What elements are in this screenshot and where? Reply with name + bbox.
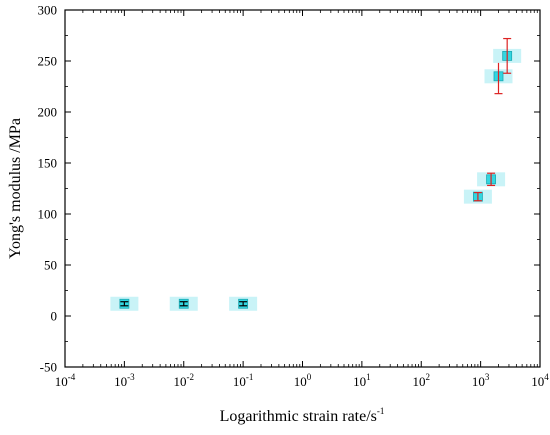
x-tick-label: 10-1 xyxy=(233,372,254,389)
data-point xyxy=(484,58,513,95)
x-tick-label: 102 xyxy=(413,372,431,389)
x-tick-label-exponent: 2 xyxy=(426,372,431,382)
x-tick-label-exponent: 3 xyxy=(485,372,490,382)
data-layer xyxy=(110,37,522,311)
y-tick-label: 100 xyxy=(38,207,58,222)
x-tick-label-base: 10 xyxy=(472,374,485,389)
x-axis-title-exponent: -1 xyxy=(377,406,385,416)
x-tick-label-base: 10 xyxy=(174,374,187,389)
x-tick-label-exponent: 4 xyxy=(544,372,549,382)
data-point xyxy=(493,37,522,74)
x-tick-label-base: 10 xyxy=(413,374,426,389)
x-tick-label: 10-3 xyxy=(114,372,135,389)
x-tick-label-base: 10 xyxy=(353,374,366,389)
x-tick-label: 10-2 xyxy=(174,372,195,389)
y-tick-label: 300 xyxy=(38,3,58,18)
x-axis-title: Logarithmic strain rate/s-1 xyxy=(220,406,385,425)
x-tick-label-base: 10 xyxy=(55,374,68,389)
x-tick-label: 103 xyxy=(472,372,490,389)
tick-labels-layer: 10-4 10-3 10-2 10-1 100 101 102 103 104300250200… xyxy=(38,3,550,390)
x-tick-label-exponent: -3 xyxy=(127,372,135,382)
data-point xyxy=(477,172,506,187)
y-tick-label: 150 xyxy=(38,156,58,171)
x-tick-label-exponent: 0 xyxy=(307,372,312,382)
x-tick-label-exponent: -4 xyxy=(68,372,76,382)
x-tick-label: 104 xyxy=(531,372,549,389)
y-axis-title: Yong's modulus /MPa xyxy=(7,118,24,259)
x-tick-label: 101 xyxy=(353,372,371,389)
y-tick-label: 250 xyxy=(38,54,58,69)
ticks-layer xyxy=(64,9,541,368)
data-point xyxy=(463,189,492,204)
x-tick-label-base: 10 xyxy=(114,374,127,389)
x-tick-label: 100 xyxy=(294,372,312,389)
x-tick-label: 10-4 xyxy=(55,372,76,389)
data-point xyxy=(169,296,198,311)
y-tick-label: 200 xyxy=(38,105,58,120)
x-tick-label-exponent: -1 xyxy=(246,372,254,382)
x-tick-label-exponent: 1 xyxy=(366,372,371,382)
x-tick-label-exponent: -2 xyxy=(187,372,195,382)
y-tick-label: 50 xyxy=(44,258,57,273)
plot-frame xyxy=(64,9,541,368)
data-point xyxy=(229,296,258,311)
y-tick-label: -50 xyxy=(40,360,57,375)
y-tick-label: 0 xyxy=(51,309,58,324)
x-tick-label-base: 10 xyxy=(531,374,544,389)
x-tick-label-base: 10 xyxy=(233,374,246,389)
x-axis-title-text: Logarithmic strain rate/s xyxy=(220,408,377,425)
data-point xyxy=(110,296,139,311)
x-tick-label-base: 10 xyxy=(294,374,307,389)
